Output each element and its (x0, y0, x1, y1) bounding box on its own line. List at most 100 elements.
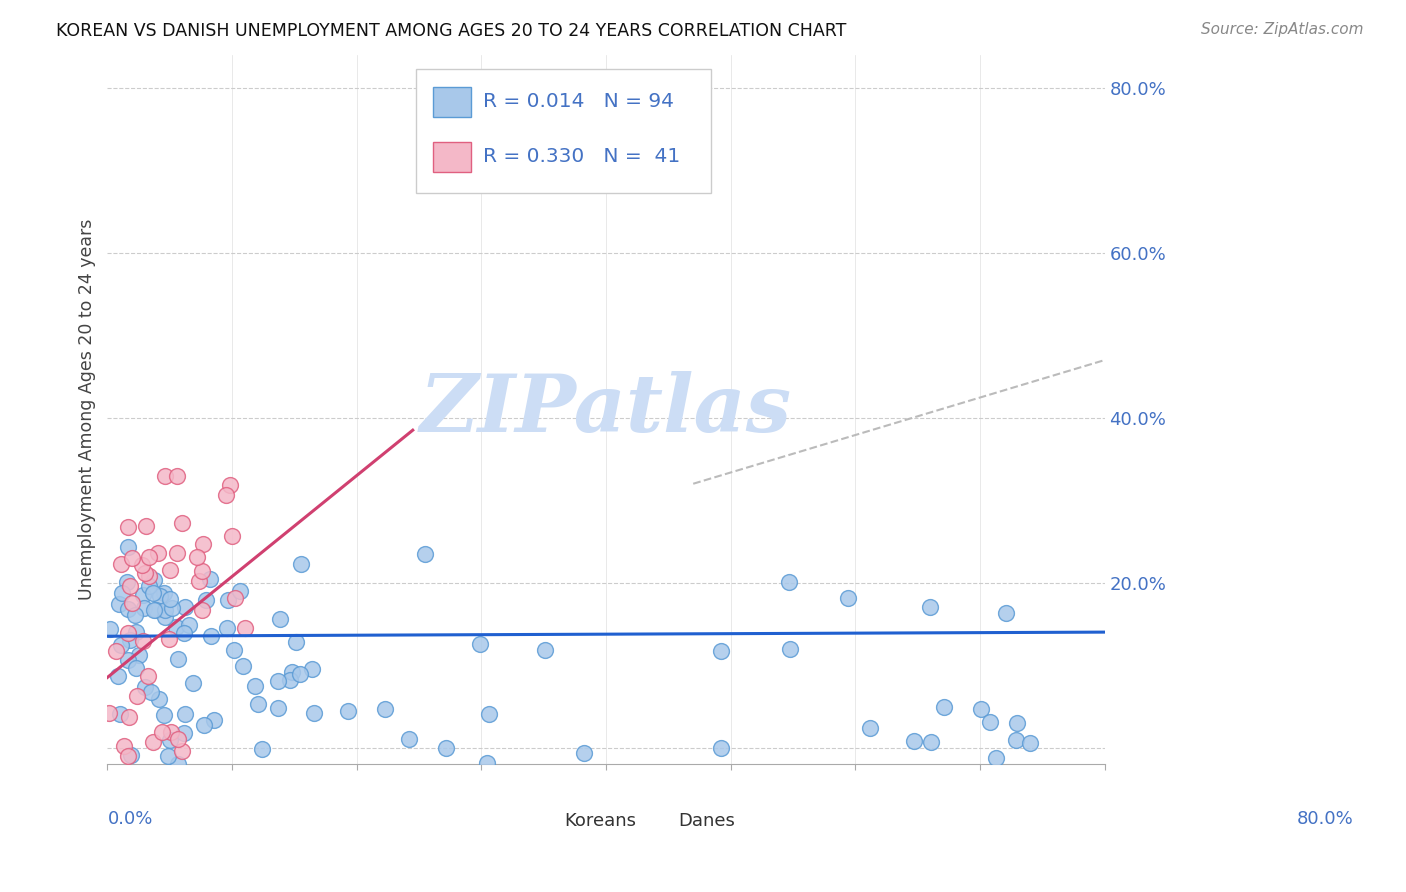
Point (98, 622, 121, 636)
Point (984, 751, 1007, 765)
Point (170, 744, 193, 758)
Point (1019, 735, 1042, 749)
Point (191, 537, 214, 551)
Point (177, 618, 200, 632)
Point (281, 665, 304, 680)
Point (166, 546, 188, 560)
Point (920, 600, 942, 615)
Point (186, 549, 208, 564)
Point (117, 653, 139, 667)
Text: 0.0%: 0.0% (107, 810, 153, 828)
Point (288, 666, 311, 681)
Point (224, 591, 246, 605)
Point (269, 611, 291, 625)
Point (111, 586, 134, 600)
Point (134, 601, 156, 615)
Point (108, 706, 131, 721)
Point (125, 661, 148, 675)
Point (134, 680, 156, 694)
Point (166, 469, 188, 483)
Point (117, 601, 139, 615)
Point (221, 529, 243, 543)
Point (142, 586, 165, 600)
Point (710, 644, 733, 658)
Point (243, 679, 266, 693)
Y-axis label: Unemployment Among Ages 20 to 24 years: Unemployment Among Ages 20 to 24 years (79, 219, 96, 600)
Text: Source: ZipAtlas.com: Source: ZipAtlas.com (1201, 22, 1364, 37)
Point (290, 557, 312, 571)
Point (995, 606, 1018, 620)
Point (572, 747, 595, 761)
Point (117, 748, 139, 763)
Point (415, 547, 437, 561)
Point (398, 731, 420, 746)
Point (979, 714, 1001, 729)
Point (173, 726, 195, 740)
Point (250, 741, 273, 756)
Point (336, 704, 359, 718)
Point (107, 669, 129, 683)
Point (191, 564, 214, 578)
Point (190, 603, 212, 617)
Point (903, 734, 925, 748)
Point (173, 707, 195, 722)
Point (97, 706, 120, 720)
Bar (433, 87, 471, 117)
Point (117, 519, 139, 533)
Point (145, 603, 167, 617)
Text: Koreans: Koreans (564, 812, 636, 830)
Point (160, 601, 183, 615)
Point (222, 643, 245, 657)
Point (218, 478, 240, 492)
Point (374, 702, 396, 716)
Point (118, 579, 141, 593)
Point (193, 717, 215, 731)
Text: ZIPatlas: ZIPatlas (420, 371, 792, 449)
Point (150, 725, 173, 739)
Point (267, 673, 290, 688)
Point (174, 599, 197, 614)
Point (155, 603, 177, 617)
Point (934, 700, 956, 714)
Point (434, 741, 457, 756)
Point (125, 625, 148, 640)
Point (117, 625, 139, 640)
Point (128, 648, 150, 663)
Point (202, 713, 225, 727)
Point (108, 597, 131, 611)
Point (153, 707, 176, 722)
Point (153, 468, 176, 483)
Point (125, 690, 148, 704)
Point (475, 756, 498, 770)
Point (120, 747, 142, 762)
Point (267, 701, 290, 715)
Point (110, 639, 132, 653)
Point (142, 735, 165, 749)
Point (134, 566, 156, 581)
Point (159, 591, 181, 606)
Point (132, 588, 155, 602)
Point (970, 702, 993, 716)
Point (859, 721, 882, 735)
Point (247, 697, 270, 711)
Point (135, 518, 157, 533)
Point (117, 540, 139, 554)
Point (278, 673, 301, 687)
Bar (526, 810, 557, 831)
Point (233, 621, 256, 635)
Point (217, 593, 239, 607)
Bar (641, 810, 671, 831)
Point (232, 659, 254, 673)
Point (215, 488, 238, 502)
Point (142, 603, 165, 617)
Point (148, 691, 170, 706)
Point (172, 516, 194, 531)
Point (141, 685, 163, 699)
Point (920, 735, 942, 749)
Point (136, 669, 159, 683)
Point (115, 574, 138, 589)
Point (138, 550, 160, 565)
Point (105, 644, 128, 658)
Point (285, 635, 308, 649)
Point (301, 662, 323, 676)
